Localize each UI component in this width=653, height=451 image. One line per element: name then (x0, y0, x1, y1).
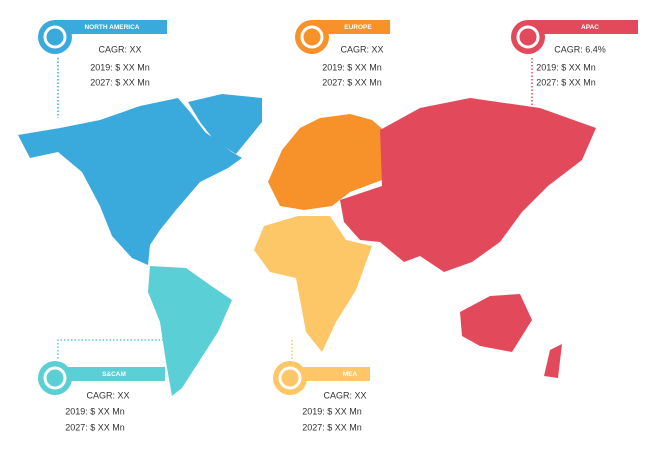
connector (57, 339, 167, 360)
cagr: CAGR: XX (86, 390, 129, 400)
icon (38, 20, 72, 54)
value-2027: 2027: $ XX Mn (302, 422, 362, 432)
callout: MEA CAGR: XX 2019: $ XX Mn 2027: $ XX Mn (273, 361, 370, 432)
europe (268, 114, 386, 210)
value-2019: 2019: $ XX Mn (536, 62, 596, 72)
map (18, 94, 596, 396)
banner (312, 20, 390, 34)
icon (43, 25, 67, 49)
banner (528, 20, 638, 34)
icon (278, 366, 302, 390)
banner (55, 367, 165, 381)
value-2019: 2019: $ XX Mn (302, 406, 362, 416)
callout: EUROPE CAGR: XX 2019: $ XX Mn 2027: $ XX… (295, 20, 390, 87)
value-2027: 2027: $ XX Mn (65, 422, 125, 432)
region-name: NORTH AMERICA (84, 24, 139, 31)
icon (300, 25, 324, 49)
region-name: S&CAM (102, 371, 126, 378)
cagr: CAGR: 6.4% (554, 44, 606, 54)
asia (340, 98, 596, 272)
africa (254, 216, 372, 352)
south-america (148, 266, 232, 396)
value-2027: 2027: $ XX Mn (536, 77, 596, 87)
new-zealand (544, 344, 562, 378)
value-2019: 2019: $ XX Mn (322, 62, 382, 72)
cagr: CAGR: XX (98, 44, 141, 54)
icon (273, 361, 307, 395)
icon (38, 361, 72, 395)
banner (55, 20, 167, 34)
value-2027: 2027: $ XX Mn (322, 77, 382, 87)
callout: APAC CAGR: 6.4% 2019: $ XX Mn 2027: $ XX… (511, 20, 638, 87)
icon (295, 20, 329, 54)
callout: S&CAM CAGR: XX 2019: $ XX Mn 2027: $ XX … (38, 361, 165, 432)
banner (290, 367, 370, 381)
icon (516, 25, 540, 49)
icon (43, 366, 67, 390)
value-2019: 2019: $ XX Mn (90, 62, 150, 72)
region-name: EUROPE (344, 24, 372, 31)
australia (460, 294, 532, 352)
callout: NORTH AMERICA CAGR: XX 2019: $ XX Mn 202… (38, 20, 167, 87)
region-name: MEA (343, 371, 358, 378)
value-2019: 2019: $ XX Mn (65, 406, 125, 416)
region-name: APAC (581, 24, 599, 31)
north-america (18, 98, 242, 265)
cagr: CAGR: XX (340, 44, 383, 54)
icon (511, 20, 545, 54)
value-2027: 2027: $ XX Mn (90, 77, 150, 87)
greenland (188, 94, 262, 154)
cagr: CAGR: XX (323, 390, 366, 400)
